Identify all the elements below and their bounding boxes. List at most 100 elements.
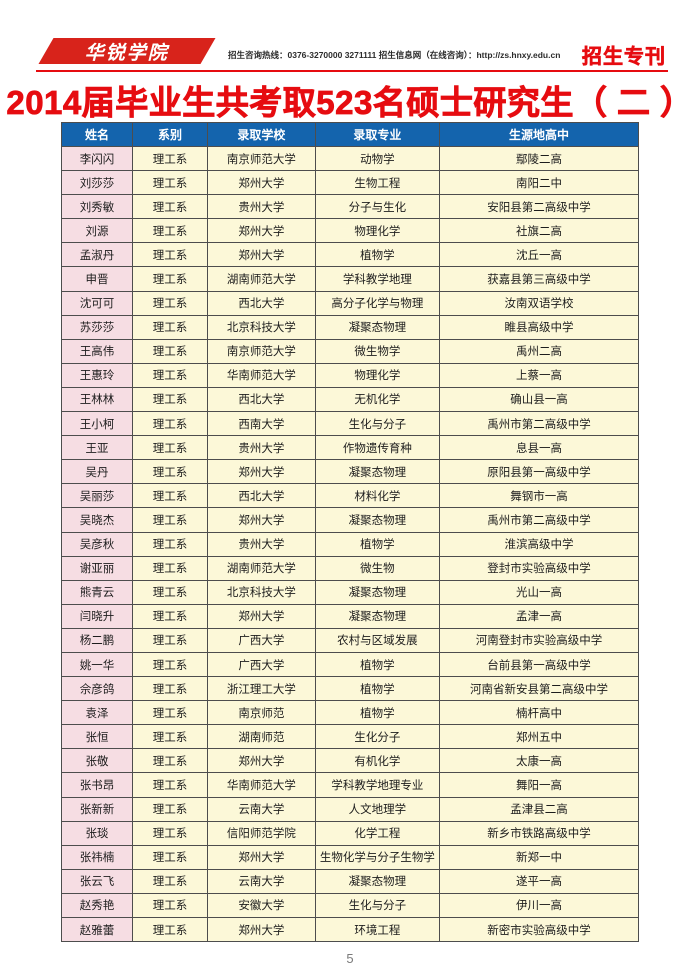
table-cell: 无机化学 bbox=[314, 386, 440, 413]
table-cell: 禹州二高 bbox=[438, 338, 640, 364]
name-cell: 张云飞 bbox=[61, 868, 133, 894]
admissions-table-wrap: 姓名 系别 录取学校 录取专业 生源地高中 李闪闪 理工系 南京师范大学 动物学 鄢陵二高 刘莎莎… bbox=[61, 122, 640, 943]
column-header: 录取学校 bbox=[206, 122, 316, 147]
table-cell: 贵州大学 bbox=[206, 531, 316, 557]
table-cell: 台前县第一高级中学 bbox=[438, 651, 640, 678]
table-cell: 微生物 bbox=[314, 555, 440, 581]
table-row: 吴彦秋 理工系 贵州大学 植物学 淮滨高级中学 bbox=[61, 531, 640, 557]
name-cell: 李闪闪 bbox=[61, 145, 133, 172]
table-cell: 植物学 bbox=[314, 651, 440, 678]
table-row: 孟淑丹 理工系 郑州大学 植物学 沈丘一高 bbox=[61, 242, 640, 268]
name-cell: 杨二鹏 bbox=[61, 627, 133, 653]
table-cell: 社旗二高 bbox=[438, 218, 640, 244]
table-cell: 理工系 bbox=[131, 362, 208, 388]
table-cell: 郑州五中 bbox=[438, 724, 640, 750]
table-cell: 郑州大学 bbox=[206, 218, 316, 244]
table-cell: 理工系 bbox=[131, 411, 208, 437]
page-title: 2014届毕业生共考取523名硕士研究生（ 二 ） bbox=[6, 84, 694, 122]
table-cell: 理工系 bbox=[131, 314, 208, 340]
table-body: 李闪闪 理工系 南京师范大学 动物学 鄢陵二高 刘莎莎 理工系 郑州大学 生物工程 南阳二中 刘秀敏… bbox=[61, 145, 640, 943]
name-cell: 王林林 bbox=[61, 386, 133, 413]
table-cell: 新乡市铁路高级中学 bbox=[438, 820, 640, 846]
name-cell: 孟淑丹 bbox=[61, 242, 133, 268]
table-cell: 西北大学 bbox=[206, 483, 316, 509]
table-cell: 郑州大学 bbox=[206, 507, 316, 533]
table-cell: 微生物学 bbox=[314, 338, 440, 364]
table-cell: 有机化学 bbox=[314, 748, 440, 774]
table-row: 佘彦鸽 理工系 浙江理工大学 植物学 河南省新安县第二高级中学 bbox=[61, 676, 640, 702]
table-row: 王林林 理工系 西北大学 无机化学 确山县一高 bbox=[61, 386, 640, 413]
name-cell: 王惠玲 bbox=[61, 362, 133, 388]
table-cell: 河南登封市实验高级中学 bbox=[438, 627, 640, 653]
table-cell: 理工系 bbox=[131, 145, 208, 172]
table-cell: 湖南师范大学 bbox=[206, 266, 316, 292]
table-cell: 理工系 bbox=[131, 844, 208, 870]
table-cell: 理工系 bbox=[131, 579, 208, 605]
table-cell: 鄢陵二高 bbox=[438, 145, 640, 172]
table-row: 袁泽 理工系 南京师范 植物学 楠杆高中 bbox=[61, 700, 640, 726]
table-cell: 楠杆高中 bbox=[438, 700, 640, 726]
name-cell: 申晋 bbox=[61, 266, 133, 292]
table-cell: 学科教学地理专业 bbox=[314, 772, 440, 798]
table-cell: 贵州大学 bbox=[206, 435, 316, 461]
table-row: 张云飞 理工系 云南大学 凝聚态物理 遂平一高 bbox=[61, 868, 640, 894]
table-cell: 理工系 bbox=[131, 338, 208, 364]
table-cell: 理工系 bbox=[131, 868, 208, 894]
table-cell: 光山一高 bbox=[438, 579, 640, 605]
name-cell: 苏莎莎 bbox=[61, 314, 133, 340]
special-issue-badge: 招生专刊 bbox=[582, 46, 666, 69]
table-cell: 伊川一高 bbox=[438, 892, 640, 919]
name-cell: 吴彦秋 bbox=[61, 531, 133, 557]
name-cell: 张琰 bbox=[61, 820, 133, 846]
table-row: 闫晓升 理工系 郑州大学 凝聚态物理 孟津一高 bbox=[61, 603, 640, 629]
table-cell: 息县一高 bbox=[438, 435, 640, 461]
table-cell: 凝聚态物理 bbox=[314, 579, 440, 605]
name-cell: 刘莎莎 bbox=[61, 170, 133, 196]
table-row: 谢亚丽 理工系 湖南师范大学 微生物 登封市实验高级中学 bbox=[61, 555, 640, 581]
college-logo-banner: 华锐学院 bbox=[38, 38, 216, 64]
table-cell: 南京师范大学 bbox=[206, 338, 316, 364]
table-cell: 安徽大学 bbox=[206, 892, 316, 919]
table-cell: 遂平一高 bbox=[438, 868, 640, 894]
table-cell: 郑州大学 bbox=[206, 603, 316, 629]
name-cell: 王小柯 bbox=[61, 411, 133, 437]
table-cell: 理工系 bbox=[131, 676, 208, 702]
table-cell: 登封市实验高级中学 bbox=[438, 555, 640, 581]
table-row: 张祎楠 理工系 郑州大学 生物化学与分子生物学 新郑一中 bbox=[61, 844, 640, 870]
column-header: 姓名 bbox=[61, 122, 133, 147]
table-cell: 广西大学 bbox=[206, 651, 316, 678]
table-cell: 环境工程 bbox=[314, 916, 440, 943]
table-cell: 理工系 bbox=[131, 892, 208, 919]
table-cell: 理工系 bbox=[131, 483, 208, 509]
table-row: 刘莎莎 理工系 郑州大学 生物工程 南阳二中 bbox=[61, 170, 640, 196]
name-cell: 张书昂 bbox=[61, 772, 133, 798]
table-row: 张新新 理工系 云南大学 人文地理学 孟津县二高 bbox=[61, 796, 640, 822]
table-cell: 孟津县二高 bbox=[438, 796, 640, 822]
table-row: 刘源 理工系 郑州大学 物理化学 社旗二高 bbox=[61, 218, 640, 244]
table-cell: 生化与分子 bbox=[314, 892, 440, 919]
table-cell: 湖南师范 bbox=[206, 724, 316, 750]
table-cell: 农村与区域发展 bbox=[314, 627, 440, 653]
table-cell: 理工系 bbox=[131, 651, 208, 678]
column-header: 生源地高中 bbox=[438, 122, 640, 147]
table-cell: 动物学 bbox=[314, 145, 440, 172]
table-row: 赵雅蕾 理工系 郑州大学 环境工程 新密市实验高级中学 bbox=[61, 916, 640, 943]
table-cell: 禹州市第二高级中学 bbox=[438, 507, 640, 533]
table-cell: 信阳师范学院 bbox=[206, 820, 316, 846]
table-cell: 华南师范大学 bbox=[206, 362, 316, 388]
table-cell: 汝南双语学校 bbox=[438, 290, 640, 316]
table-cell: 生物化学与分子生物学 bbox=[314, 844, 440, 870]
table-row: 张敬 理工系 郑州大学 有机化学 太康一高 bbox=[61, 748, 640, 774]
name-cell: 吴晓杰 bbox=[61, 507, 133, 533]
table-cell: 河南省新安县第二高级中学 bbox=[438, 676, 640, 702]
table-cell: 禹州市第二高级中学 bbox=[438, 411, 640, 437]
name-cell: 熊青云 bbox=[61, 579, 133, 605]
table-cell: 生化分子 bbox=[314, 724, 440, 750]
table-row: 张琰 理工系 信阳师范学院 化学工程 新乡市铁路高级中学 bbox=[61, 820, 640, 846]
table-cell: 北京科技大学 bbox=[206, 314, 316, 340]
table-cell: 浙江理工大学 bbox=[206, 676, 316, 702]
table-cell: 理工系 bbox=[131, 724, 208, 750]
table-cell: 植物学 bbox=[314, 531, 440, 557]
column-header: 系别 bbox=[131, 122, 208, 147]
table-cell: 植物学 bbox=[314, 700, 440, 726]
